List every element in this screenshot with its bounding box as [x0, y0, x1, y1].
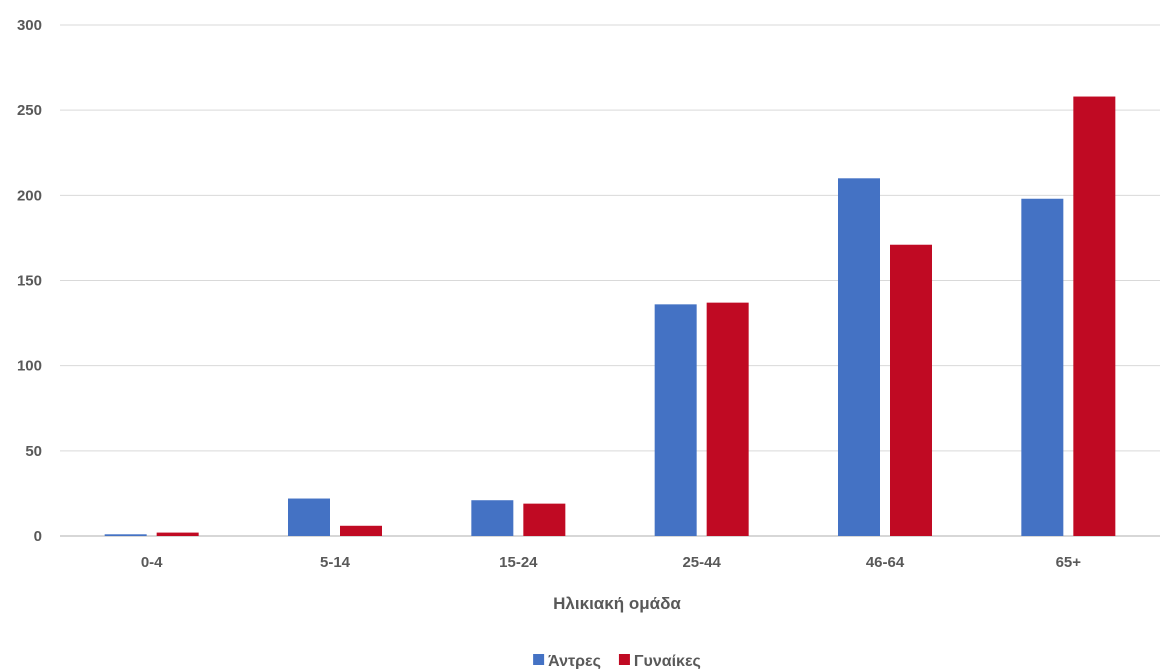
y-tick-label: 50 — [25, 443, 42, 460]
x-axis-title: Ηλικιακή ομάδα — [553, 594, 681, 613]
legend-label: Άντρες — [548, 653, 601, 669]
y-tick-label: 150 — [17, 273, 42, 290]
gridlines — [60, 24, 1160, 537]
bar-46-64-Άντρες — [838, 178, 880, 537]
y-tick-label: 0 — [34, 528, 42, 545]
legend: Άντρες Γυναίκες — [533, 653, 701, 669]
legend-swatch — [533, 654, 545, 665]
bar-65+-Άντρες — [1021, 198, 1064, 537]
y-tick-label: 300 — [17, 17, 42, 34]
legend-swatch — [618, 654, 630, 665]
x-tick-label: 46-64 — [866, 554, 905, 571]
y-tick-label: 200 — [17, 187, 42, 204]
legend-label: Γυναίκες — [634, 653, 701, 669]
bar-5-14-Άντρες — [288, 498, 330, 536]
bar-25-44-Γυναίκες — [706, 302, 749, 536]
bar-65+-Γυναίκες — [1073, 96, 1116, 536]
y-tick-label: 250 — [17, 102, 42, 119]
bars — [104, 96, 1116, 537]
bar-0-4-Γυναίκες — [156, 532, 199, 536]
x-tick-label: 5-14 — [320, 554, 351, 571]
x-axis-ticks: 0-4 5-14 15-24 25-44 46-64 65+ — [141, 554, 1081, 571]
x-tick-label: 0-4 — [141, 554, 163, 571]
x-tick-label: 65+ — [1056, 554, 1082, 571]
bar-5-14-Γυναίκες — [340, 525, 382, 536]
bar-15-24-Γυναίκες — [523, 503, 566, 536]
x-tick-label: 15-24 — [499, 554, 538, 571]
bar-46-64-Γυναίκες — [890, 244, 932, 537]
y-tick-label: 100 — [17, 358, 42, 375]
x-tick-label: 25-44 — [682, 554, 721, 571]
y-axis-ticks: 0 50 100 150 200 250 300 — [17, 17, 42, 545]
bar-15-24-Άντρες — [471, 500, 514, 536]
bar-25-44-Άντρες — [654, 304, 697, 536]
bar-0-4-Άντρες — [104, 534, 147, 536]
